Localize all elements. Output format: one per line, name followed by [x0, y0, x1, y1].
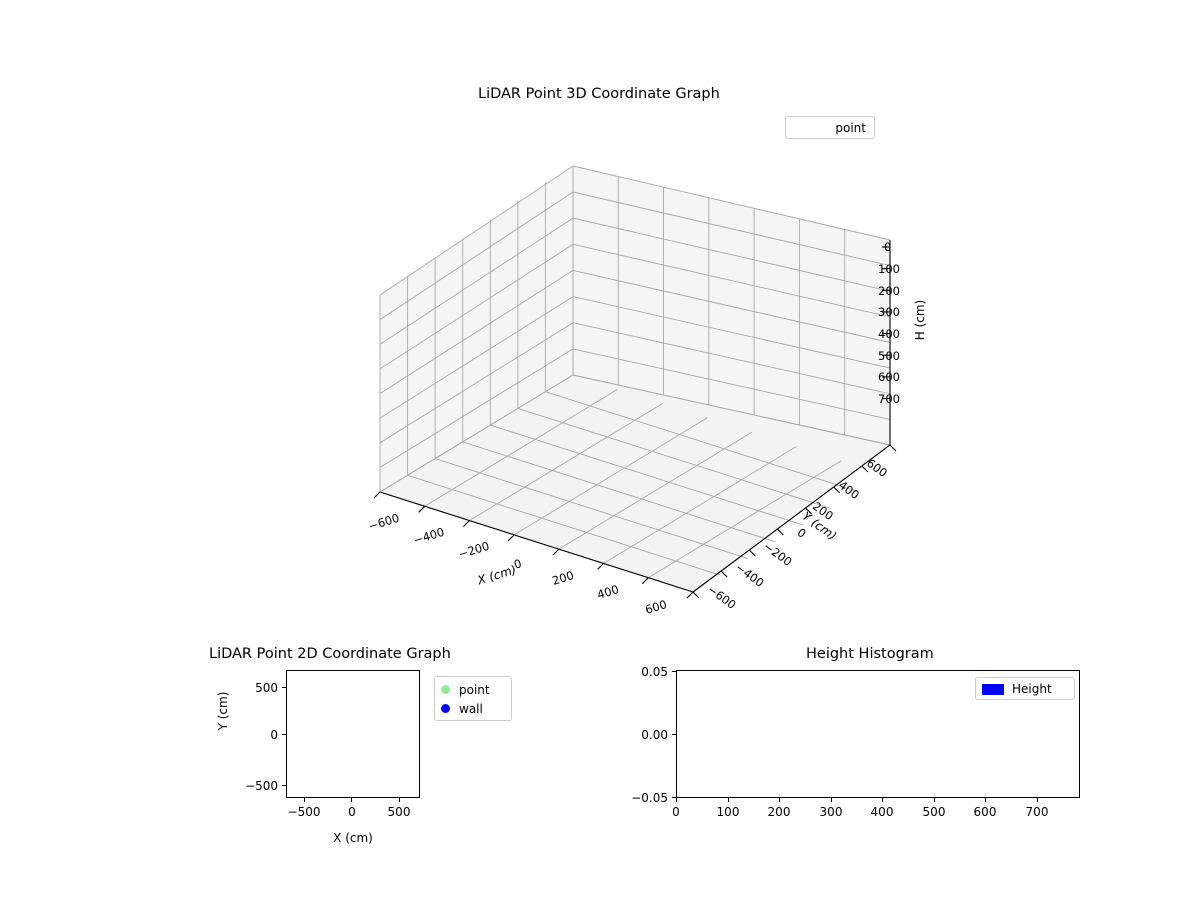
plot3d-ztick-2: 200 — [878, 284, 900, 298]
plot2d-xtick-1: 0 — [348, 805, 356, 819]
legend-marker-point-icon — [441, 685, 450, 694]
histogram-ytick-mark-0 — [672, 671, 676, 672]
histogram-xtick-5: 500 — [922, 805, 946, 819]
histogram-legend-item-height[interactable]: Height — [982, 680, 1068, 698]
histogram-xtick-mark-4 — [882, 798, 883, 802]
histogram-xtick-mark-5 — [934, 798, 935, 802]
histogram-legend-label: Height — [1012, 682, 1052, 696]
histogram-title: Height Histogram — [806, 646, 934, 662]
legend-patch-height-icon — [982, 683, 1004, 695]
plot3d-axes[interactable] — [330, 140, 940, 630]
histogram-xtick-1: 100 — [716, 805, 740, 819]
histogram-ytick-2: −0.05 — [631, 791, 668, 805]
x-axis-spine — [379, 491, 694, 593]
plot3d-z-ticks — [882, 246, 890, 400]
histogram-ytick-0: 0.05 — [641, 665, 668, 679]
plot2d-legend[interactable]: point wall — [434, 676, 512, 721]
plot2d-ytick-mark-0 — [282, 687, 286, 688]
histogram-xtick-mark-6 — [985, 798, 986, 802]
histogram-xtick-mark-3 — [831, 798, 832, 802]
plot2d-legend-label-point: point — [459, 682, 490, 697]
plot3d-ztick-0: 0 — [884, 240, 892, 254]
pane-left-wall — [380, 166, 573, 492]
plot3d-zlabel: H (cm) — [913, 299, 927, 341]
histogram-xtick-mark-7 — [1037, 798, 1038, 802]
plot2d-xtick-mark-0 — [304, 798, 305, 802]
histogram-ytick-mark-1 — [672, 734, 676, 735]
plot3d-gridlines — [379, 165, 891, 593]
legend-marker-wall-icon — [441, 704, 450, 713]
plot2d-ytick-mark-2 — [282, 785, 286, 786]
histogram-ytick-mark-2 — [672, 797, 676, 798]
plot3d-legend[interactable]: point — [785, 116, 875, 139]
histogram-ytick-1: 0.00 — [641, 728, 668, 742]
plot2d-axes[interactable] — [286, 670, 420, 798]
plot2d-xtick-0: −500 — [287, 805, 321, 819]
histogram-xtick-mark-1 — [728, 798, 729, 802]
histogram-xtick-7: 700 — [1025, 805, 1049, 819]
plot2d-legend-label-wall: wall — [459, 701, 483, 716]
histogram-xtick-6: 600 — [973, 805, 997, 819]
plot3d-title: LiDAR Point 3D Coordinate Graph — [478, 86, 720, 102]
pane-back-wall — [573, 166, 890, 445]
histogram-xtick-mark-0 — [676, 798, 677, 802]
plot3d-ztick-5: 500 — [878, 349, 900, 363]
plot2d-xtick-2: 500 — [387, 805, 411, 819]
plot2d-ytick-0: 500 — [255, 681, 278, 695]
plot2d-xtick-mark-2 — [399, 798, 400, 802]
plot2d-xtick-mark-1 — [351, 798, 352, 802]
plot2d-ytick-mark-1 — [282, 734, 286, 735]
plot2d-legend-item-wall[interactable]: wall — [441, 699, 505, 718]
plot2d-ytick-1: 0 — [270, 728, 278, 742]
histogram-xtick-0: 0 — [672, 805, 680, 819]
plot2d-ylabel: Y (cm) — [216, 691, 230, 731]
plot3d-legend-label-point: point — [835, 120, 866, 135]
plot2d-ytick-2: −500 — [245, 779, 278, 793]
plot2d-xlabel: X (cm) — [333, 831, 373, 845]
plot3d-ztick-4: 400 — [878, 327, 900, 341]
histogram-xtick-mark-2 — [779, 798, 780, 802]
histogram-xtick-4: 400 — [870, 805, 894, 819]
plot2d-legend-item-point[interactable]: point — [441, 680, 505, 699]
plot3d-ztick-6: 600 — [878, 370, 900, 384]
plot3d-y-ticks — [692, 444, 897, 599]
plot3d-ztick-1: 100 — [878, 262, 900, 276]
histogram-xtick-3: 300 — [819, 805, 843, 819]
plot2d-title: LiDAR Point 2D Coordinate Graph — [209, 646, 451, 662]
plot3d-ztick-7: 700 — [878, 392, 900, 406]
histogram-legend[interactable]: Height — [975, 677, 1075, 700]
histogram-xtick-2: 200 — [767, 805, 791, 819]
plot3d-x-ticks — [373, 491, 694, 599]
y-axis-spine — [692, 444, 891, 593]
plot3d-spines — [379, 240, 891, 593]
plot3d-ztick-3: 300 — [878, 305, 900, 319]
